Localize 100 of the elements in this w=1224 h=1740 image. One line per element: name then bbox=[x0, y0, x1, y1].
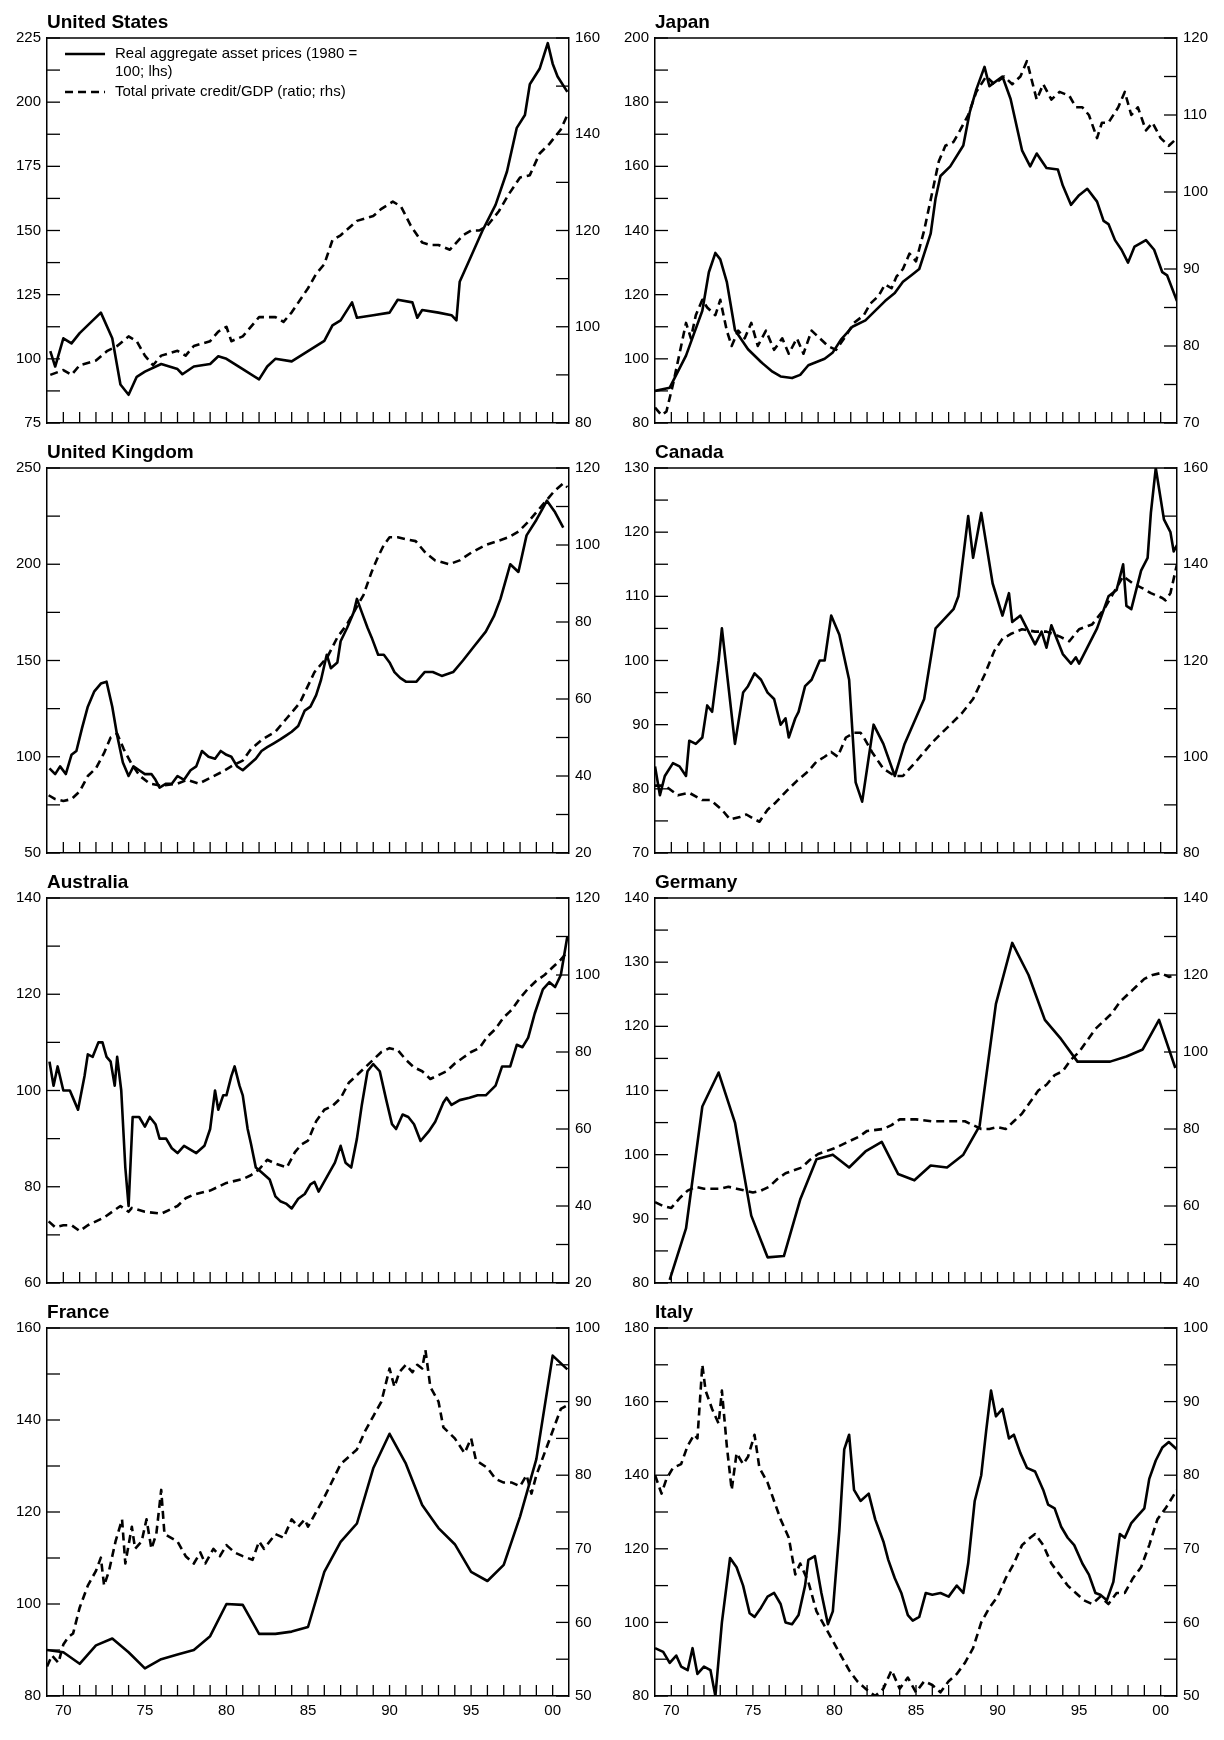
x-tick-label: 95 bbox=[1070, 1701, 1088, 1719]
y-tick-label: 100 bbox=[624, 650, 650, 668]
y-tick-label: 50 bbox=[24, 843, 42, 861]
y2-tick-label: 90 bbox=[1182, 1391, 1200, 1409]
y2-tick-label: 100 bbox=[574, 316, 600, 334]
x-tick-label: 70 bbox=[662, 1701, 680, 1719]
y-tick-label: 200 bbox=[624, 28, 650, 46]
y2-tick-label: 160 bbox=[1182, 458, 1208, 476]
y-tick-label: 100 bbox=[624, 1144, 650, 1162]
y2-tick-label: 20 bbox=[574, 1273, 592, 1291]
y-tick-label: 75 bbox=[24, 413, 42, 431]
y-tick-label: 80 bbox=[632, 1273, 650, 1291]
x-tick-label: 90 bbox=[989, 1701, 1006, 1719]
y-tick-label: 140 bbox=[624, 220, 650, 238]
y2-tick-label: 100 bbox=[1182, 746, 1208, 764]
y-tick-label: 120 bbox=[624, 284, 650, 302]
y-tick-label: 150 bbox=[16, 220, 42, 238]
y2-tick-label: 120 bbox=[574, 458, 600, 476]
y2-tick-label: 100 bbox=[1182, 1042, 1208, 1060]
y-tick-label: 125 bbox=[16, 284, 42, 302]
y2-tick-label: 120 bbox=[574, 888, 600, 906]
y2-tick-label: 60 bbox=[1182, 1196, 1200, 1214]
y2-tick-label: 50 bbox=[574, 1686, 592, 1704]
y-tick-label: 250 bbox=[16, 458, 42, 476]
y-tick-label: 180 bbox=[624, 1318, 650, 1336]
y2-tick-label: 120 bbox=[1182, 28, 1208, 46]
y-tick-label: 110 bbox=[625, 586, 650, 604]
x-tick-label: 85 bbox=[299, 1701, 317, 1719]
y-tick-label: 120 bbox=[624, 1538, 650, 1556]
y2-tick-label: 100 bbox=[1182, 182, 1208, 200]
y-tick-label: 180 bbox=[624, 92, 650, 110]
x-tick-label: 90 bbox=[381, 1701, 398, 1719]
x-tick-label: 75 bbox=[136, 1701, 154, 1719]
y-tick-label: 80 bbox=[24, 1686, 42, 1704]
y-tick-label: 140 bbox=[16, 888, 42, 906]
y2-tick-label: 40 bbox=[574, 766, 592, 784]
y2-tick-label: 80 bbox=[1182, 843, 1200, 861]
y2-tick-label: 60 bbox=[574, 1612, 592, 1630]
y2-tick-label: 80 bbox=[574, 1042, 592, 1060]
y2-tick-label: 70 bbox=[1182, 1538, 1200, 1556]
y-tick-label: 225 bbox=[16, 28, 42, 46]
y-tick-label: 120 bbox=[624, 522, 650, 540]
y-tick-label: 100 bbox=[624, 1612, 650, 1630]
y2-tick-label: 80 bbox=[1182, 1465, 1200, 1483]
chart-title: Japan bbox=[655, 10, 710, 32]
y-tick-label: 175 bbox=[16, 156, 42, 174]
y-tick-label: 80 bbox=[632, 413, 650, 431]
chart-title: Australia bbox=[47, 870, 129, 892]
y2-tick-label: 80 bbox=[1182, 1119, 1200, 1137]
y2-tick-label: 140 bbox=[1182, 888, 1208, 906]
y2-tick-label: 40 bbox=[574, 1196, 592, 1214]
y2-tick-label: 100 bbox=[1182, 1318, 1208, 1336]
y2-tick-label: 80 bbox=[574, 612, 592, 630]
x-tick-label: 75 bbox=[744, 1701, 762, 1719]
y-tick-label: 160 bbox=[16, 1318, 42, 1336]
y2-tick-label: 140 bbox=[574, 124, 600, 142]
y2-tick-label: 90 bbox=[574, 1391, 592, 1409]
y2-tick-label: 100 bbox=[574, 535, 600, 553]
y2-tick-label: 90 bbox=[1182, 259, 1200, 277]
y-tick-label: 90 bbox=[632, 1208, 650, 1226]
y2-tick-label: 100 bbox=[574, 1318, 600, 1336]
y-tick-label: 120 bbox=[16, 1502, 42, 1520]
y-tick-label: 110 bbox=[625, 1080, 650, 1098]
y2-tick-label: 160 bbox=[574, 28, 600, 46]
y-tick-label: 100 bbox=[16, 1594, 42, 1612]
y2-tick-label: 120 bbox=[574, 220, 600, 238]
chart-title: United States bbox=[47, 10, 169, 32]
y-tick-label: 70 bbox=[632, 843, 650, 861]
chart-title: Canada bbox=[655, 440, 725, 462]
y2-tick-label: 50 bbox=[1182, 1686, 1200, 1704]
y2-tick-label: 60 bbox=[574, 1119, 592, 1137]
y2-tick-label: 80 bbox=[574, 413, 592, 431]
y2-tick-label: 70 bbox=[574, 1538, 592, 1556]
y-tick-label: 80 bbox=[632, 1686, 650, 1704]
y2-tick-label: 60 bbox=[1182, 1612, 1200, 1630]
y-tick-label: 160 bbox=[624, 156, 650, 174]
x-tick-label: 95 bbox=[462, 1701, 480, 1719]
y-tick-label: 160 bbox=[624, 1391, 650, 1409]
y-tick-label: 120 bbox=[624, 1016, 650, 1034]
y-tick-label: 140 bbox=[624, 888, 650, 906]
x-tick-label: 70 bbox=[54, 1701, 72, 1719]
y-tick-label: 100 bbox=[624, 348, 650, 366]
y-tick-label: 150 bbox=[16, 650, 42, 668]
y2-tick-label: 60 bbox=[574, 689, 592, 707]
y-tick-label: 130 bbox=[624, 952, 650, 970]
chart-title: United Kingdom bbox=[47, 440, 194, 462]
x-tick-label: 00 bbox=[544, 1701, 562, 1719]
y2-tick-label: 70 bbox=[1182, 413, 1200, 431]
y2-tick-label: 20 bbox=[574, 843, 592, 861]
y-tick-label: 130 bbox=[624, 458, 650, 476]
legend-label: Real aggregate asset prices (1980 = 100; lhs) bbox=[115, 44, 358, 80]
y2-tick-label: 120 bbox=[1182, 965, 1208, 983]
y-tick-label: 80 bbox=[24, 1176, 42, 1194]
chart-title: France bbox=[47, 1300, 110, 1322]
y2-tick-label: 40 bbox=[1182, 1273, 1200, 1291]
y-tick-label: 140 bbox=[624, 1465, 650, 1483]
y-tick-label: 100 bbox=[16, 348, 42, 366]
y-tick-label: 60 bbox=[24, 1273, 42, 1291]
y-tick-label: 90 bbox=[632, 714, 650, 732]
y-tick-label: 120 bbox=[16, 984, 42, 1002]
